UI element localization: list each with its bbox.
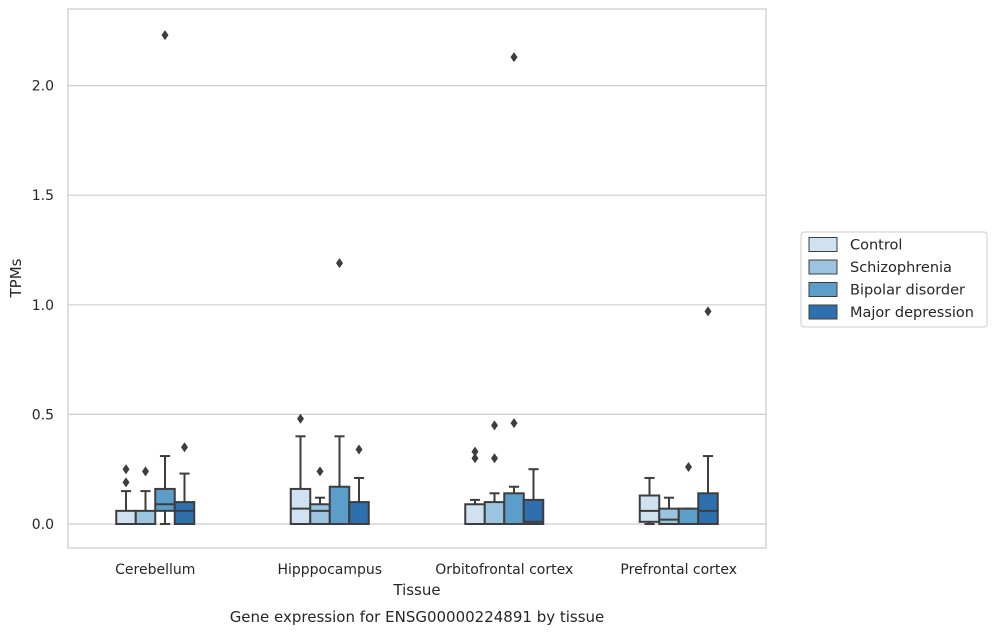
outlier-point bbox=[355, 444, 363, 455]
x-tick-label: Orbitofrontal cortex bbox=[435, 562, 573, 578]
box-layer bbox=[115, 30, 719, 526]
box-iqr bbox=[483, 501, 506, 525]
box-iqr bbox=[503, 492, 525, 526]
legend-swatch bbox=[808, 282, 838, 297]
outlier-point bbox=[471, 446, 479, 457]
gridlines bbox=[68, 84, 766, 525]
box-control bbox=[464, 446, 486, 526]
legend-label: Schizophrenia bbox=[850, 260, 952, 276]
box-major-depression bbox=[173, 442, 196, 525]
outlier-point bbox=[471, 453, 479, 464]
legend-label: Bipolar disorder bbox=[850, 283, 965, 299]
box-iqr bbox=[173, 501, 196, 525]
x-tick-label: Cerebellum bbox=[115, 562, 195, 578]
outlier-point bbox=[491, 420, 498, 431]
box-iqr bbox=[658, 507, 680, 526]
chart-caption: Gene expression for ENSG00000224891 by t… bbox=[230, 608, 605, 626]
outlier-point bbox=[297, 413, 304, 424]
outlier-point bbox=[336, 258, 343, 269]
x-tick-label: Hipppocampus bbox=[277, 562, 382, 578]
legend-frame bbox=[800, 231, 988, 328]
outlier-point bbox=[510, 52, 518, 63]
box-iqr bbox=[348, 501, 370, 525]
box-control bbox=[115, 464, 137, 525]
box-control bbox=[638, 476, 661, 525]
legend-label: Control bbox=[850, 238, 902, 254]
box-iqr bbox=[134, 509, 157, 525]
plot-area-frame bbox=[67, 8, 767, 549]
box-iqr bbox=[154, 487, 176, 512]
box-major-depression bbox=[697, 306, 719, 526]
box-schizophrenia bbox=[309, 466, 331, 526]
legend-swatch bbox=[808, 237, 838, 252]
outlier-point bbox=[316, 466, 324, 477]
legend-label: Major depression bbox=[850, 305, 974, 321]
legend-swatch bbox=[808, 259, 838, 275]
x-axis-ticks: Cerebellum Hipppocampus Orbitofrontal cort… bbox=[115, 562, 737, 578]
x-tick-label: Prefrontal cortex bbox=[620, 562, 737, 578]
outlier-point bbox=[122, 477, 130, 488]
box-iqr bbox=[309, 503, 331, 526]
y-tick-label: 2.0 bbox=[32, 79, 54, 95]
box-bipolar-disorder bbox=[154, 30, 176, 525]
outlier-point bbox=[685, 462, 692, 473]
outlier-point bbox=[510, 418, 518, 429]
y-axis-ticks: 0.0 0.5 1.0 1.5 2.0 bbox=[32, 79, 54, 533]
box-iqr bbox=[697, 492, 719, 526]
y-axis-label: TPMs bbox=[7, 258, 25, 298]
outlier-point bbox=[161, 30, 169, 41]
x-axis-label: Tissue bbox=[392, 581, 440, 599]
box-bipolar-disorder bbox=[328, 258, 351, 525]
legend: Control Schizophrenia Bipolar disorder Majo… bbox=[800, 231, 988, 328]
box-major-depression bbox=[348, 444, 370, 525]
box-bipolar-disorder bbox=[503, 52, 525, 526]
outlier-point bbox=[181, 442, 188, 453]
box-control bbox=[289, 413, 312, 526]
box-iqr bbox=[464, 503, 486, 526]
box-iqr bbox=[677, 507, 700, 526]
box-iqr bbox=[289, 487, 312, 526]
y-tick-label: 0.0 bbox=[32, 517, 54, 533]
box-schizophrenia bbox=[483, 420, 506, 525]
y-tick-label: 1.0 bbox=[32, 298, 54, 314]
legend-swatch bbox=[808, 304, 838, 320]
box-iqr bbox=[328, 485, 351, 525]
box-major-depression bbox=[522, 468, 545, 525]
y-tick-label: 1.5 bbox=[32, 188, 54, 204]
box-iqr bbox=[522, 498, 545, 525]
outlier-point bbox=[142, 466, 149, 477]
box-schizophrenia bbox=[134, 466, 157, 525]
outlier-point bbox=[704, 306, 712, 317]
outlier-point bbox=[122, 464, 130, 475]
box-schizophrenia bbox=[658, 496, 680, 526]
y-tick-label: 0.5 bbox=[32, 407, 54, 423]
box-iqr bbox=[115, 509, 137, 525]
box-bipolar-disorder bbox=[677, 462, 700, 526]
outlier-point bbox=[491, 453, 498, 464]
box-iqr bbox=[638, 494, 661, 523]
